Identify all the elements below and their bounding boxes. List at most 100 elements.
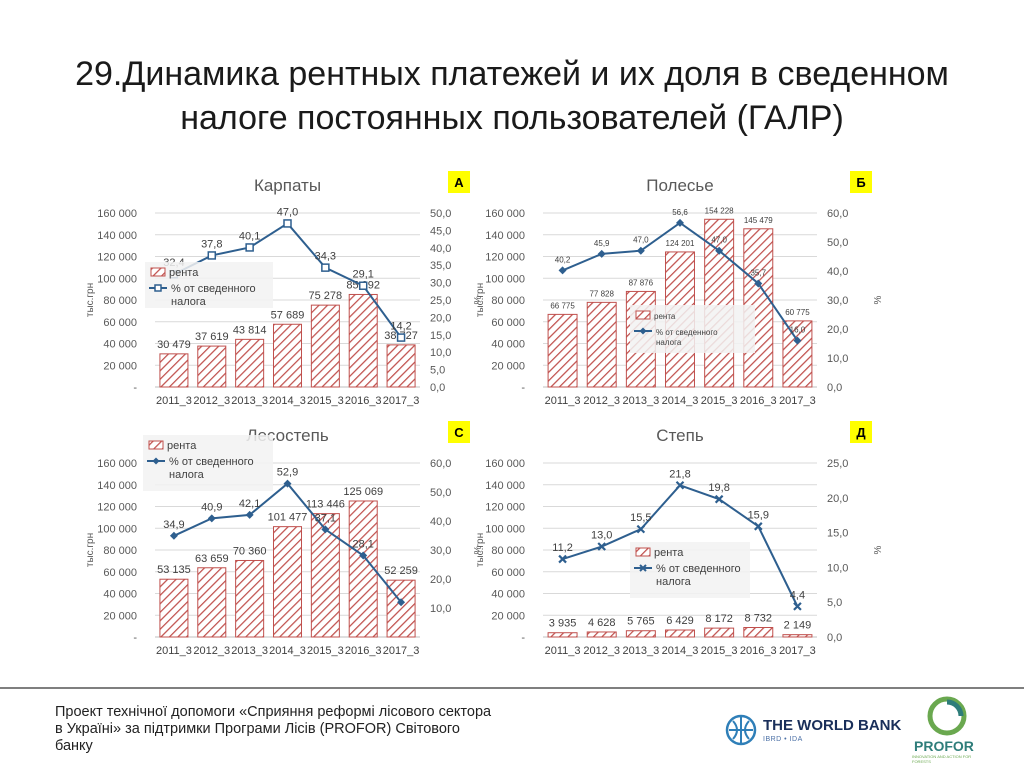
line-data-label: 34,3 — [315, 251, 336, 263]
bar — [310, 513, 340, 638]
chart-badge-label: С — [454, 425, 464, 440]
legend-bar-label: рента — [169, 267, 199, 279]
y2-axis-title: % — [873, 545, 884, 554]
y2-tick-label: 15,0 — [827, 528, 848, 540]
line-point — [396, 333, 406, 342]
line-data-label: 4,4 — [790, 589, 805, 601]
line-point — [597, 542, 606, 551]
y-tick-label: 60 000 — [491, 317, 525, 329]
y-axis-title: тыс.грн — [475, 283, 486, 317]
line-data-label: 45,9 — [594, 239, 610, 248]
bar-data-label: 52 259 — [384, 565, 418, 577]
y2-tick-label: 0,0 — [827, 382, 842, 394]
legend-line-label-part: % от сведенного — [656, 328, 718, 337]
y-tick-label: 40 000 — [491, 339, 525, 351]
world-bank-name: THE WORLD BANK — [763, 717, 902, 734]
line-point — [283, 479, 292, 488]
y-tick-label: 60 000 — [491, 567, 525, 579]
y-tick-label: - — [133, 632, 137, 644]
bar — [743, 627, 774, 638]
line-point — [321, 263, 330, 272]
bar-data-label: 101 477 — [268, 512, 308, 524]
bar — [386, 344, 416, 388]
bar-data-label: 6 429 — [666, 615, 694, 627]
legend-bar-swatch — [148, 440, 164, 450]
bar-data-label: 70 360 — [233, 545, 267, 557]
line-point — [675, 480, 685, 490]
line-point — [207, 514, 216, 523]
x-tick-label: 2017_3 — [779, 645, 816, 657]
line-data-label: 29,1 — [353, 269, 374, 281]
y2-tick-label: 10,0 — [430, 603, 451, 615]
profor-leaf-icon — [927, 696, 967, 736]
line-data-label: 11,2 — [552, 542, 573, 554]
x-tick-label: 2012_3 — [583, 395, 620, 407]
line-point — [245, 510, 254, 519]
profor-name: PROFOR — [914, 738, 974, 754]
x-tick-label: 2015_3 — [701, 645, 738, 657]
y-tick-label: 100 000 — [485, 273, 525, 285]
line-data-label: 37,1 — [315, 512, 336, 524]
chart-badge — [850, 421, 872, 443]
y2-axis-title: % — [873, 295, 884, 304]
bar — [665, 629, 695, 638]
line-point — [397, 598, 406, 607]
bar-data-label: 60 775 — [785, 308, 810, 317]
y2-tick-label: 40,0 — [827, 266, 848, 278]
x-tick-label: 2016_3 — [345, 395, 382, 407]
line-data-label: 15,9 — [748, 509, 769, 521]
bar — [197, 567, 227, 638]
bar — [235, 559, 265, 638]
bar-data-label: 154 228 — [705, 206, 734, 215]
y-tick-label: 20 000 — [491, 610, 525, 622]
line-data-label: 14,2 — [390, 321, 411, 333]
x-tick-label: 2011_3 — [545, 645, 581, 657]
y-tick-label: 60 000 — [103, 317, 137, 329]
legend-line-label: % от сведенного налога — [171, 283, 256, 308]
x-tick-label: 2014_3 — [269, 395, 306, 407]
y-tick-label: - — [521, 632, 525, 644]
chart-badge — [448, 171, 470, 193]
x-tick-label: 2015_3 — [701, 395, 738, 407]
x-tick-label: 2014_3 — [662, 395, 699, 407]
line-point — [676, 218, 684, 227]
legend-line-marker — [154, 284, 162, 292]
chart-badge-label: А — [454, 175, 464, 190]
bar — [704, 627, 735, 638]
bar-data-label: 8 732 — [745, 613, 773, 625]
line-point — [793, 602, 802, 611]
y2-tick-label: 10,0 — [827, 353, 848, 365]
slide-title: 29.Динамика рентных платежей и их доля в… — [75, 55, 949, 137]
y-tick-label: 100 000 — [97, 523, 137, 535]
legend-line-label-part: налога — [171, 296, 207, 308]
legend-line-label-part: налога — [656, 338, 682, 347]
y2-tick-label: 10,0 — [430, 347, 451, 359]
line-point — [714, 494, 724, 504]
line-data-label: 28,1 — [353, 539, 374, 551]
bar — [348, 293, 378, 388]
line-point — [597, 249, 606, 258]
bar — [547, 313, 578, 388]
line-point — [169, 531, 178, 540]
bar-data-label: 77 828 — [589, 289, 614, 298]
y2-tick-label: 10,0 — [827, 562, 848, 574]
legend-box — [145, 262, 273, 308]
legend-line-label: % от сведенного налога — [169, 456, 254, 481]
bar-data-label: 87 876 — [629, 278, 654, 287]
chart-badge — [448, 421, 470, 443]
footer-divider — [0, 687, 1024, 689]
line-data-label: 52,9 — [277, 467, 298, 479]
legend-bar-label: рента — [654, 547, 684, 559]
line-data-label: 16,0 — [790, 326, 806, 335]
legend-line-label-part: % от сведенного — [656, 563, 741, 575]
line-point — [321, 525, 330, 534]
world-bank-sub: IBRD • IDA — [763, 736, 803, 743]
y-tick-label: 160 000 — [97, 458, 137, 470]
line-data-label: 35,7 — [750, 268, 766, 277]
y2-tick-label: 5,0 — [827, 597, 842, 609]
chart-title: Карпаты — [254, 176, 321, 195]
legend-line-marker — [639, 564, 647, 572]
bar-data-label: 113 446 — [306, 499, 345, 511]
bar — [310, 304, 340, 388]
line-data-label: 40,2 — [555, 255, 571, 264]
